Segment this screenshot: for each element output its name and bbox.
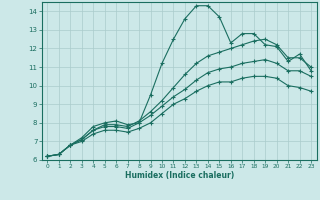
X-axis label: Humidex (Indice chaleur): Humidex (Indice chaleur) bbox=[124, 171, 234, 180]
